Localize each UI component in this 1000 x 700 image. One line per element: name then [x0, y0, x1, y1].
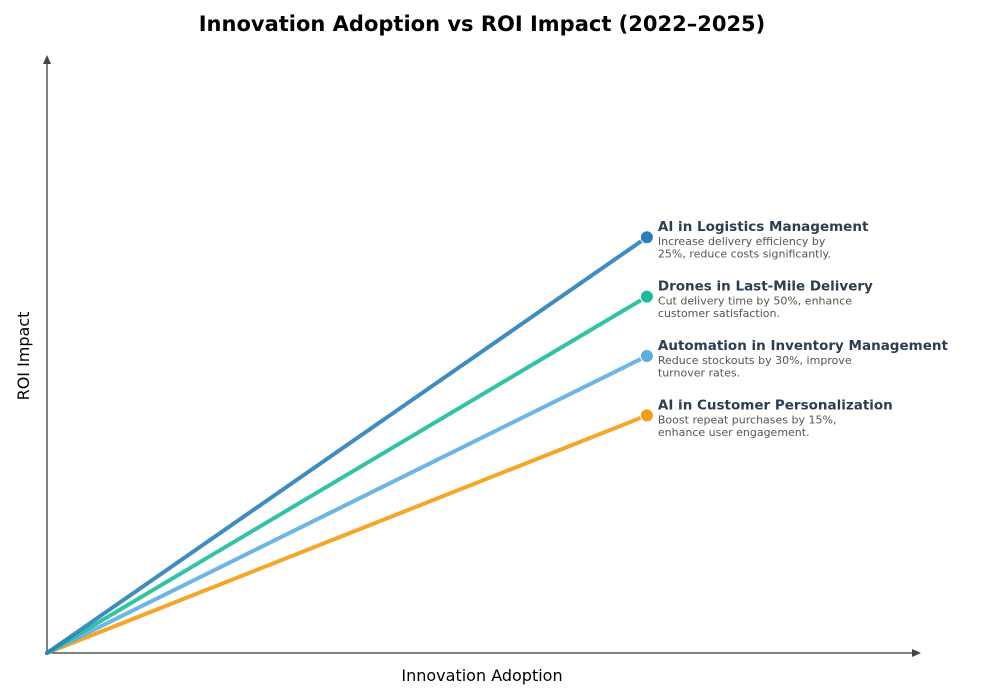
series-point-0 — [639, 230, 654, 245]
chart-title: Innovation Adoption vs ROI Impact (2022–… — [199, 12, 766, 36]
y-axis-arrow-icon — [43, 55, 51, 64]
series-point-1 — [639, 289, 654, 304]
series-label-2: Automation in Inventory Management — [658, 338, 949, 354]
series-point-2 — [639, 349, 654, 363]
series-desc-3-1: enhance user engagement. — [658, 426, 810, 439]
series-desc-1-1: customer satisfaction. — [658, 307, 780, 320]
series-line-2 — [45, 354, 649, 655]
series-desc-0-0: Increase delivery efficiency by — [658, 235, 826, 248]
series-label-0: AI in Logistics Management — [658, 219, 869, 235]
series-line-3 — [45, 413, 649, 655]
series-point-3 — [639, 408, 654, 423]
x-axis-arrow-icon — [912, 649, 921, 657]
series-label-1: Drones in Last-Mile Delivery — [658, 279, 873, 295]
series-desc-2-1: turnover rates. — [658, 367, 740, 380]
series-label-3: AI in Customer Personalization — [658, 397, 893, 413]
series-desc-3-0: Boost repeat purchases by 15%, — [658, 413, 837, 426]
series-desc-1-0: Cut delivery time by 50%, enhance — [658, 295, 852, 308]
series-desc-0-1: 25%, reduce costs significantly. — [658, 248, 831, 261]
series-line-1 — [45, 294, 649, 655]
series-line-0 — [45, 235, 649, 655]
series-desc-2-0: Reduce stockouts by 30%, improve — [658, 354, 852, 367]
x-axis-label: Innovation Adoption — [401, 666, 562, 685]
y-axis-label: ROI Impact — [14, 312, 33, 401]
